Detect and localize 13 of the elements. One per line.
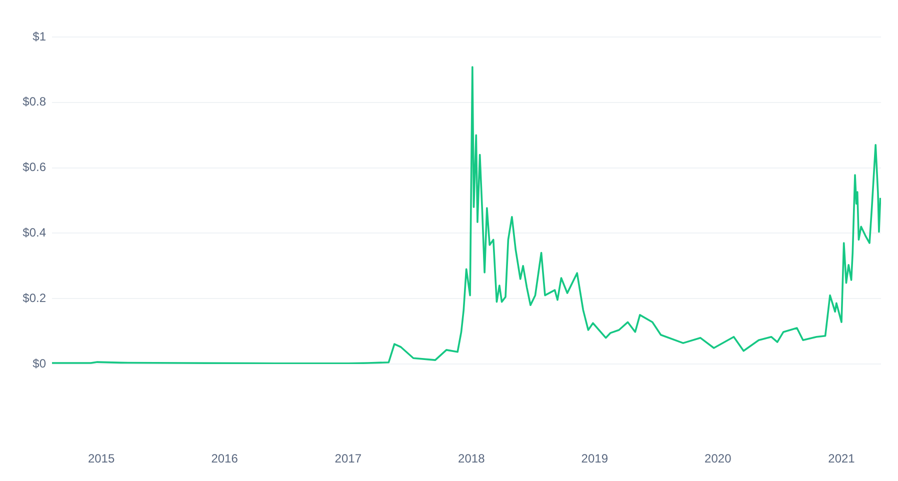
x-tick-label: 2015	[88, 452, 115, 466]
x-tick-label: 2016	[211, 452, 238, 466]
x-tick-label: 2020	[704, 452, 732, 466]
x-tick-label: 2021	[828, 452, 856, 466]
x-tick-label: 2018	[458, 452, 486, 466]
x-tick-label: 2019	[581, 452, 608, 466]
y-tick-label: $0.8	[22, 94, 46, 109]
y-tick-label: $1	[32, 29, 46, 44]
y-tick-label: $0	[32, 356, 46, 370]
y-tick-label: $0.6	[22, 160, 46, 174]
y-tick-label: $0.4	[22, 226, 46, 240]
y-tick-label: $0.2	[22, 290, 46, 305]
x-tick-label: 2017	[334, 452, 362, 466]
